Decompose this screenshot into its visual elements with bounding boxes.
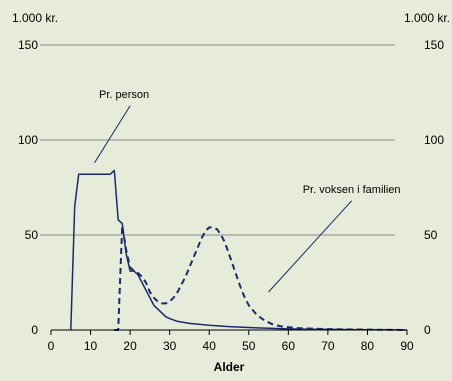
x-tick-label-40: 40 <box>203 339 217 353</box>
series-line-per-person <box>70 169 408 331</box>
x-tick-label-0: 0 <box>48 339 55 353</box>
x-tick-label-90: 90 <box>400 339 414 353</box>
y-tick-label-left-0: 0 <box>31 323 38 337</box>
right-unit-label: 1.000 kr. <box>404 11 450 25</box>
x-tick-label-20: 20 <box>123 339 137 353</box>
series-line-per-adult-in-family <box>114 224 408 331</box>
left-unit-label: 1.000 kr. <box>12 11 58 25</box>
annotation-label-per-person: Pr. person <box>99 89 149 101</box>
x-tick-label-60: 60 <box>282 339 296 353</box>
annotation-label-per-adult-in-family: Pr. voksen i familien <box>303 184 401 196</box>
annotation-leader-per-person <box>94 105 131 164</box>
annotations: Pr. person Pr. voksen i familien <box>94 89 401 293</box>
y-tick-label-right-50: 50 <box>424 228 438 242</box>
series-lines <box>70 169 408 331</box>
y-tick-label-left-100: 100 <box>18 133 38 147</box>
x-tick-label-80: 80 <box>361 339 375 353</box>
x-tick-label-50: 50 <box>242 339 256 353</box>
y-tick-label-left-50: 50 <box>25 228 39 242</box>
y-tick-label-right-150: 150 <box>424 38 444 52</box>
x-axis-title: Alder <box>214 360 245 374</box>
y-tick-label-right-0: 0 <box>424 323 431 337</box>
annotation-leader-per-adult-in-family <box>268 200 352 293</box>
x-tick-label-30: 30 <box>163 339 177 353</box>
x-tick-label-70: 70 <box>321 339 335 353</box>
y-tick-label-right-100: 100 <box>424 133 444 147</box>
gridlines <box>40 44 395 236</box>
x-tick-label-10: 10 <box>84 339 98 353</box>
y-tick-label-left-150: 150 <box>18 38 38 52</box>
